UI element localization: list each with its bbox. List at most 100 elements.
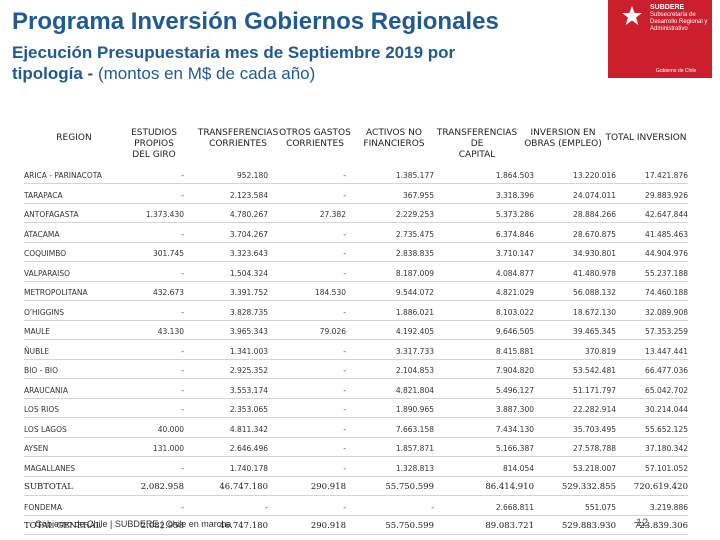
value-cell: 3.323.643 [229, 249, 268, 258]
logo-name: SUBDERE [650, 4, 685, 11]
value-cell: - [343, 405, 346, 414]
value-cell: 51.171.797 [573, 385, 616, 395]
value-cell: 35.703.495 [573, 424, 616, 434]
value-cell: 57.353.259 [645, 327, 688, 336]
value-cell: 3.887.300 [495, 405, 534, 414]
value-cell: - [181, 171, 184, 180]
header-inversion: INVERSION EN OBRAS (EMPLEO) [524, 128, 602, 150]
value-cell: 28.884.266 [573, 210, 616, 219]
value-cell: 55.750.599 [385, 521, 434, 531]
value-cell: 1.504.324 [229, 268, 268, 278]
value-cell: 86.414.910 [485, 482, 534, 492]
page-title: Programa Inversión Gobiernos Regionales [12, 8, 499, 35]
value-cell: - [181, 502, 184, 512]
value-cell: - [343, 268, 346, 278]
value-cell: - [343, 171, 346, 180]
value-cell: 2.646.496 [229, 444, 268, 453]
value-cell: 301.745 [152, 249, 184, 258]
header-otros: OTROS GASTOS CORRIENTES [278, 128, 352, 150]
value-cell: 2.229.253 [395, 210, 434, 219]
value-cell: 551.075 [584, 502, 616, 512]
value-cell: 44.904.976 [645, 249, 688, 258]
header-region: REGION [56, 133, 92, 143]
value-cell: 370.819 [584, 346, 616, 356]
header-otros-l2: CORRIENTES [286, 139, 344, 149]
value-cell: 53.218.007 [573, 463, 616, 473]
value-cell: 46.747.180 [219, 482, 268, 492]
header-otros-l1: OTROS GASTOS [279, 128, 351, 138]
value-cell: - [343, 424, 346, 434]
header-total: TOTAL INVERSION [605, 133, 687, 143]
region-cell: SUBTOTAL [24, 482, 73, 492]
value-cell: 43.130 [157, 327, 184, 336]
value-cell: 9.646.505 [495, 327, 534, 336]
value-cell: 2.082.958 [140, 521, 184, 531]
value-cell: - [181, 463, 184, 473]
logo-subtitle: Subsecretaría de Desarrollo Regional y A… [650, 12, 708, 32]
value-cell: 55.652.125 [645, 424, 688, 434]
region-cell: MAULE [24, 327, 51, 336]
value-cell: 42.647.844 [645, 210, 688, 219]
table-row: LOS LAGOS 40.000 4.811.342 - 7.663.158 7.434.… [24, 422, 688, 438]
value-cell: 2.104.853 [395, 366, 434, 375]
header-activos-l1: ACTIVOS NO [366, 128, 422, 138]
value-cell: 4.084.877 [495, 268, 534, 278]
value-cell: - [343, 249, 346, 258]
page-number: 12 [636, 517, 649, 529]
table-row: ARAUCANIA - 3.553.174 - 4.821.804 5.496.127 51… [24, 383, 688, 399]
header-estudios: ESTUDIOS PROPIOS DEL GIRO [110, 128, 198, 161]
value-cell: - [343, 229, 346, 239]
value-cell: 2.353.065 [229, 405, 268, 414]
table-row: ARICA - PARINACOTA - 952.180 - 1.385.177 1.86… [24, 168, 688, 184]
fondema-row: FONDEMA - - - - 2.668.811 551.075 3.219.886 [24, 500, 688, 516]
value-cell: 27.578.788 [573, 444, 616, 453]
value-cell: 32.089.908 [645, 307, 688, 317]
footer-text: Gobierno de Chile | SUBDERE | Chile en m… [35, 519, 232, 529]
region-cell: TARAPACA [24, 190, 63, 200]
region-cell: LOS LAGOS [24, 424, 67, 434]
region-cell: ARAUCANIA [24, 385, 68, 395]
value-cell: 1.328.813 [395, 463, 434, 473]
value-cell: - [181, 346, 184, 356]
value-cell: 367.955 [402, 190, 434, 200]
value-cell: - [343, 502, 346, 512]
table-row: VALPARAISO - 1.504.324 - 8.187.009 4.084.877 4… [24, 266, 688, 282]
subtitle-line-2-text: tipología - [12, 64, 94, 83]
logo-text: SUBDERE Subsecretaría de Desarrollo Regi… [650, 4, 708, 33]
value-cell: 2.123.584 [229, 190, 268, 200]
header-estudios-l2: DEL GIRO [132, 150, 176, 160]
table-row: METROPOLITANA 432.673 3.391.752 184.530 9.54… [24, 285, 688, 301]
value-cell: 41.480.978 [573, 268, 616, 278]
value-cell: 13.447.441 [645, 346, 688, 356]
region-cell: METROPOLITANA [24, 288, 88, 297]
value-cell: 4.780.267 [229, 210, 268, 219]
region-cell: BIO - BIO [24, 366, 58, 375]
value-cell: 2.082.958 [140, 482, 184, 492]
region-cell: ATACAMA [24, 229, 60, 239]
value-cell: - [431, 502, 434, 512]
value-cell: 814.054 [502, 463, 534, 473]
value-cell: 952.180 [236, 171, 268, 180]
value-cell: - [343, 366, 346, 375]
header-activos: ACTIVOS NO FINANCIEROS [358, 128, 430, 150]
value-cell: 5.373.286 [495, 210, 534, 219]
value-cell: 6.374.846 [495, 229, 534, 239]
value-cell: - [343, 307, 346, 317]
value-cell: 184.530 [314, 288, 346, 297]
value-cell: 2.925.352 [229, 366, 268, 375]
value-cell: 1.740.178 [229, 463, 268, 473]
value-cell: 720.619.420 [633, 482, 688, 492]
value-cell: 4.811.342 [229, 424, 268, 434]
table-row: O'HIGGINS - 3.828.735 - 1.886.021 8.103.022 18… [24, 305, 688, 321]
value-cell: - [343, 346, 346, 356]
value-cell: 30.214.044 [645, 405, 688, 414]
value-cell: 290.918 [310, 521, 346, 531]
value-cell: 1.385.177 [395, 171, 434, 180]
value-cell: 2.668.811 [495, 502, 534, 512]
value-cell: 89.083.721 [485, 521, 534, 531]
region-cell: ÑUBLE [24, 346, 50, 356]
table-row: COQUIMBO 301.745 3.323.643 - 2.838.835 3.710.… [24, 246, 688, 262]
value-cell: - [181, 405, 184, 414]
value-cell: - [343, 444, 346, 453]
value-cell: 55.750.599 [385, 482, 434, 492]
